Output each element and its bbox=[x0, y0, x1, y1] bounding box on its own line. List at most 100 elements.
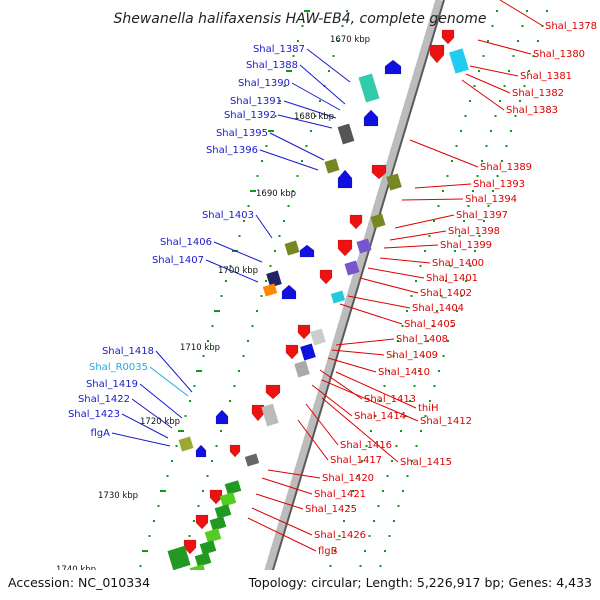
tick-dot bbox=[292, 55, 295, 57]
gene-label[interactable]: Shal_1404 bbox=[412, 303, 464, 314]
tick-dot bbox=[211, 460, 213, 462]
leader-line bbox=[155, 350, 193, 393]
gene-label[interactable]: Shal_1423 bbox=[68, 409, 120, 420]
accession-text: Accession: NC_010334 bbox=[8, 575, 150, 590]
gene-label[interactable]: Shal_1381 bbox=[520, 71, 572, 82]
tick-dot bbox=[260, 295, 263, 297]
gene-label[interactable]: Shal_1387 bbox=[253, 44, 305, 55]
tick-dot bbox=[283, 85, 286, 87]
tick-dot bbox=[474, 250, 476, 252]
gene-label[interactable]: Shal_1399 bbox=[440, 240, 492, 251]
gene-label[interactable]: Shal_1396 bbox=[206, 145, 258, 156]
tick-dot bbox=[225, 280, 227, 282]
gene-label[interactable]: Shal_1422 bbox=[78, 394, 130, 405]
gene-label[interactable]: flgA bbox=[91, 428, 111, 439]
gene-label[interactable]: Shal_1419 bbox=[86, 379, 138, 390]
leader-line bbox=[131, 398, 173, 429]
gene-label[interactable]: Shal_1394 bbox=[465, 194, 517, 205]
reverse-gene-arrow bbox=[285, 344, 299, 360]
tick-dot bbox=[415, 445, 418, 447]
genome-backbone-shadow bbox=[263, 0, 445, 600]
tick-dot bbox=[481, 160, 483, 162]
gene-labels[interactable]: Shal_1387 Shal_1388 Shal_1390 Shal_1391 Shal… bbox=[68, 21, 597, 557]
topology-text: Topology: circular; Length: 5,226,917 bp… bbox=[248, 575, 592, 590]
tick-dot bbox=[365, 445, 368, 447]
gene-label[interactable]: Shal_1391 bbox=[230, 96, 282, 107]
gene-label[interactable]: Shal_1425 bbox=[305, 504, 357, 515]
gene-label[interactable]: Shal_1388 bbox=[246, 60, 298, 71]
tick-dot bbox=[304, 10, 310, 12]
tick-dot bbox=[431, 325, 434, 327]
leader-line bbox=[414, 183, 472, 189]
gene-label[interactable]: Shal_1392 bbox=[224, 110, 276, 121]
tick-dot bbox=[508, 70, 510, 72]
gene-label[interactable]: Shal_1403 bbox=[202, 210, 254, 221]
leader-line bbox=[389, 230, 447, 241]
gene-label[interactable]: Shal_1401 bbox=[426, 273, 478, 284]
gene-label[interactable]: Shal_1413 bbox=[364, 394, 416, 405]
tick-dot bbox=[532, 55, 535, 57]
tick-dot bbox=[406, 310, 408, 312]
gene-label[interactable]: Shal_1405 bbox=[404, 319, 456, 330]
tick-dot bbox=[411, 460, 413, 462]
gene-label[interactable]: Shal_1395 bbox=[216, 128, 268, 139]
gene-label[interactable]: Shal_1406 bbox=[160, 237, 212, 248]
leader-line bbox=[409, 139, 479, 168]
tick-dot bbox=[314, 115, 317, 117]
gene-label[interactable]: Shal_1390 bbox=[238, 78, 290, 89]
tick-dot bbox=[442, 355, 445, 357]
gene-label[interactable]: Shal_1402 bbox=[420, 288, 472, 299]
gene-label[interactable]: Shal_R0035 bbox=[89, 362, 148, 373]
kbp-label: 1710 kbp bbox=[180, 343, 220, 353]
gene-label[interactable]: Shal_1398 bbox=[448, 226, 500, 237]
gene-label[interactable]: Shal_1409 bbox=[386, 350, 438, 361]
gene-label[interactable]: Shal_1393 bbox=[473, 179, 525, 190]
tick-dot bbox=[393, 520, 395, 522]
gene-box bbox=[178, 436, 194, 452]
flg-gene-box bbox=[214, 504, 232, 519]
leader-line bbox=[305, 403, 339, 446]
gene-label[interactable]: Shal_1417 bbox=[330, 455, 382, 466]
gene-label[interactable]: Shal_1415 bbox=[400, 457, 452, 468]
tick-dot bbox=[512, 55, 515, 57]
tick-dot bbox=[514, 115, 517, 117]
tick-dot bbox=[413, 385, 416, 387]
tick-dot bbox=[464, 115, 467, 117]
gene-label[interactable]: Shal_1407 bbox=[152, 255, 204, 266]
gene-label[interactable]: Shal_1412 bbox=[420, 416, 472, 427]
gene-box bbox=[356, 238, 372, 254]
gene-box bbox=[370, 213, 386, 229]
gene-label[interactable]: Shal_1383 bbox=[506, 105, 558, 116]
gene-label[interactable]: Shal_1380 bbox=[533, 49, 585, 60]
gene-label[interactable]: Shal_1421 bbox=[314, 489, 366, 500]
gene-box bbox=[244, 453, 260, 467]
gene-label[interactable]: Shal_1389 bbox=[480, 162, 532, 173]
leader-line bbox=[379, 257, 431, 264]
leader-line bbox=[255, 214, 273, 239]
gene-label[interactable]: Shal_1382 bbox=[512, 88, 564, 99]
gene-label[interactable]: Shal_1418 bbox=[102, 346, 154, 357]
gene-label[interactable]: Shal_1410 bbox=[378, 367, 430, 378]
gene-label[interactable]: Shal_1414 bbox=[354, 411, 406, 422]
tick-dot bbox=[510, 130, 512, 132]
tick-dot bbox=[496, 10, 498, 12]
gene-label[interactable]: Shal_1416 bbox=[340, 440, 392, 451]
gene-label[interactable]: Shal_1408 bbox=[396, 334, 448, 345]
gene-label[interactable]: Shal_1378 bbox=[545, 21, 597, 32]
gene-label[interactable]: Shal_1426 bbox=[314, 530, 366, 541]
tick-dot bbox=[328, 70, 330, 72]
flg-gene-box bbox=[199, 540, 217, 555]
leader-line bbox=[327, 357, 377, 373]
tick-dot bbox=[406, 475, 409, 477]
tick-dot bbox=[467, 205, 470, 207]
gene-label[interactable]: Shal_1420 bbox=[322, 473, 374, 484]
gene-label[interactable]: flgB bbox=[318, 546, 338, 557]
tick-dot bbox=[373, 520, 375, 522]
tick-dot bbox=[519, 100, 521, 102]
gene-label[interactable]: Shal_1397 bbox=[456, 210, 508, 221]
tick-dot bbox=[456, 310, 458, 312]
leader-line bbox=[306, 48, 351, 83]
gene-label[interactable]: thiH bbox=[418, 403, 439, 414]
tick-dot bbox=[442, 190, 444, 192]
gene-label[interactable]: Shal_1400 bbox=[432, 258, 484, 269]
